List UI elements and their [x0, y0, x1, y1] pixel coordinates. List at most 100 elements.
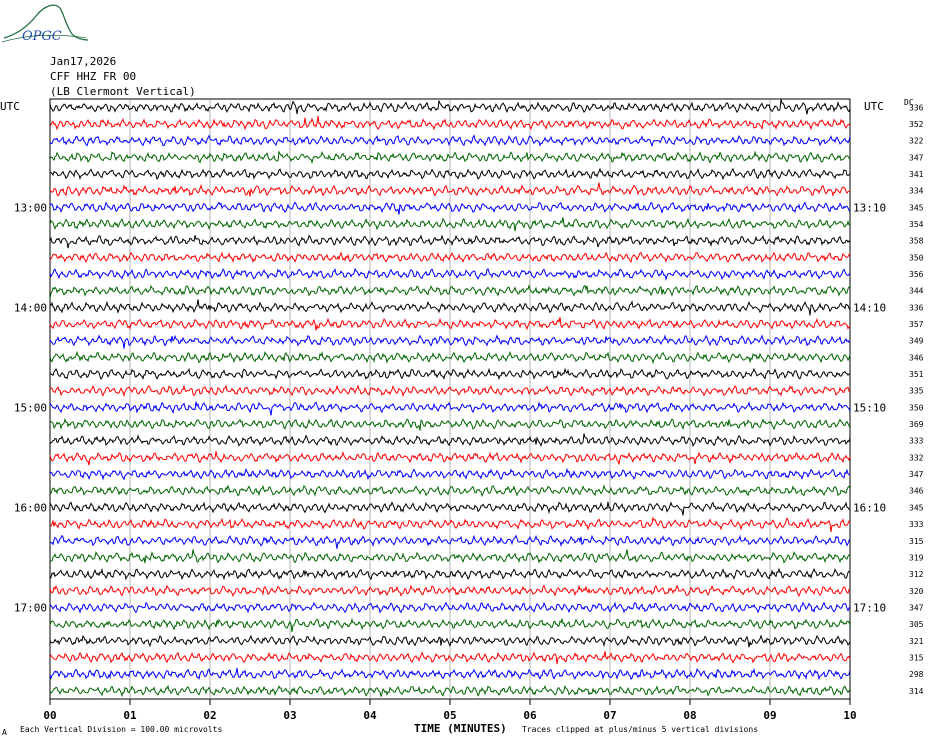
dc-offset: 315 [909, 537, 924, 546]
dc-offset: 336 [909, 303, 924, 312]
trace-row [49, 400, 851, 416]
dc-offset: 358 [909, 237, 924, 246]
x-tick-label: 08 [683, 709, 696, 722]
dc-offset: 315 [909, 653, 924, 662]
dc-offset: 347 [909, 153, 924, 162]
dc-offset: 336 [909, 103, 924, 112]
trace-row [49, 584, 851, 598]
hour-label: 16:00 [14, 501, 47, 514]
dc-offset: 350 [909, 253, 924, 262]
trace-row [49, 501, 851, 516]
trace-row [49, 234, 851, 249]
trace-row [49, 617, 851, 633]
hour-label: 15:10 [853, 401, 886, 414]
x-tick-label: 05 [443, 709, 456, 722]
dc-offset: 347 [909, 470, 924, 479]
dc-offset: 335 [909, 387, 924, 396]
trace-row [49, 317, 851, 331]
dc-offset: 312 [909, 570, 924, 579]
trace-row [49, 549, 851, 564]
clip-note: Traces clipped at plus/minus 5 vertical … [522, 725, 758, 734]
dc-offset: 314 [909, 687, 924, 696]
trace-row [49, 534, 851, 549]
x-tick-label: 06 [523, 709, 537, 722]
trace-row [49, 350, 851, 365]
dc-offset: 322 [909, 137, 924, 146]
x-tick-label: 02 [203, 709, 216, 722]
hour-label: 14:10 [853, 301, 886, 314]
dc-offset: 352 [909, 120, 924, 129]
dc-offset: 351 [909, 370, 924, 379]
trace-row [49, 201, 851, 215]
dc-offset: 357 [909, 320, 924, 329]
x-tick-label: 10 [843, 709, 856, 722]
trace-row [49, 601, 851, 614]
trace-row [50, 417, 851, 431]
trace-row [49, 367, 851, 381]
hour-label: 14:00 [14, 301, 47, 314]
hour-label: 13:10 [853, 201, 886, 214]
opgc-logo: OPGC [1, 4, 89, 44]
dc-offset: 346 [909, 353, 924, 362]
trace-row [49, 567, 851, 581]
trace-row [49, 516, 851, 533]
trace-row [49, 651, 851, 665]
x-tick-label: 01 [123, 709, 137, 722]
trace-row [49, 684, 851, 698]
minute-grid [129, 99, 771, 700]
x-axis-ticks: 00 01 02 03 04 05 06 07 08 09 10 [43, 699, 857, 722]
trace-row [49, 384, 851, 398]
trace-row [49, 134, 851, 148]
corner-mark: A [2, 728, 7, 737]
hour-label: 13:00 [14, 201, 47, 214]
dc-offset: 298 [909, 670, 924, 679]
dc-offset: 349 [909, 337, 924, 346]
dc-offset: 346 [909, 487, 924, 496]
trace-row [49, 467, 851, 481]
dc-offset: 345 [909, 203, 924, 212]
trace-row [49, 267, 851, 282]
logo-text: OPGC [22, 29, 62, 44]
dc-label: DC [904, 98, 914, 107]
dc-offset: 333 [909, 520, 924, 529]
trace-group [49, 99, 851, 698]
header-location: (LB Clermont Vertical) [50, 85, 196, 98]
x-tick-label: 07 [603, 709, 616, 722]
dc-offset: 320 [909, 587, 924, 596]
hour-label: 15:00 [14, 401, 47, 414]
hour-label: 17:00 [14, 601, 47, 614]
dc-offset: 354 [909, 220, 924, 229]
dc-offset: 321 [909, 637, 924, 646]
trace-row [49, 450, 851, 466]
left-utc-label: UTC [0, 100, 20, 113]
dc-offset: 356 [909, 270, 924, 279]
dc-offset: 319 [909, 553, 924, 562]
logo-swoosh-icon [1, 34, 87, 43]
x-tick-label: 00 [43, 709, 56, 722]
trace-row [49, 115, 851, 131]
trace-row [49, 167, 851, 181]
trace-row [49, 182, 851, 197]
trace-row [49, 251, 851, 264]
left-hour-labels: 13:00 14:00 15:00 16:00 17:00 [14, 201, 47, 614]
trace-row [49, 484, 851, 498]
trace-row [49, 667, 851, 681]
dc-offset: 334 [909, 187, 924, 196]
x-tick-label: 03 [283, 709, 296, 722]
right-utc-label: UTC [864, 100, 884, 113]
header-date: Jan17,2026 [50, 55, 116, 68]
hour-label: 16:10 [853, 501, 886, 514]
scale-note: Each Vertical Division = 100.00 microvol… [20, 725, 222, 734]
trace-row [49, 99, 851, 115]
header-station: CFF HHZ FR 00 [50, 70, 136, 83]
right-hour-labels: 13:10 14:10 15:10 16:10 17:10 [853, 201, 886, 614]
dc-offset: 347 [909, 603, 924, 612]
dc-offset: 369 [909, 420, 924, 429]
trace-row [49, 433, 851, 448]
trace-row [49, 283, 851, 299]
dc-offset: 350 [909, 403, 924, 412]
x-axis-title: TIME (MINUTES) [414, 722, 507, 735]
dc-offset: 344 [909, 287, 924, 296]
trace-row [49, 150, 851, 165]
